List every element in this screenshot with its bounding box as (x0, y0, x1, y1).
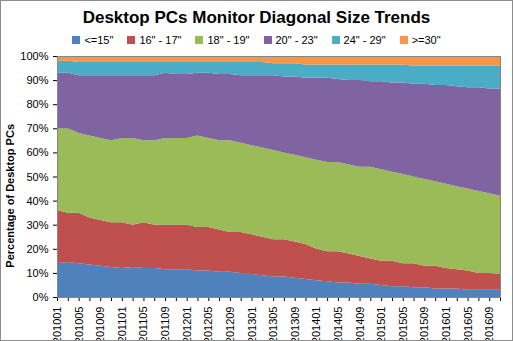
svg-text:0%: 0% (33, 291, 49, 303)
svg-text:201509: 201509 (418, 307, 430, 341)
svg-text:201605: 201605 (462, 307, 474, 341)
svg-text:201101: 201101 (116, 307, 128, 341)
html-text:<=15": <=15" (84, 34, 114, 46)
svg-text:201205: 201205 (202, 307, 214, 341)
svg-text:201209: 201209 (224, 307, 236, 341)
svg-text:201609: 201609 (483, 307, 495, 341)
svg-text:201409: 201409 (354, 307, 366, 341)
html-text:16" - 17": 16" - 17" (139, 34, 182, 46)
html-text:>=30": >=30" (411, 34, 441, 46)
svg-text:30%: 30% (26, 219, 48, 231)
svg-text:40%: 40% (26, 195, 48, 207)
html-text:18" - 19": 18" - 19" (207, 34, 250, 46)
svg-text:201309: 201309 (289, 307, 301, 341)
svg-text:201201: 201201 (181, 307, 193, 341)
svg-text:60%: 60% (26, 146, 48, 158)
svg-text:201009: 201009 (94, 307, 106, 341)
svg-text:201001: 201001 (51, 307, 63, 341)
html-text:Percentage of Desktop PCs: Percentage of Desktop PCs (4, 123, 16, 268)
svg-text:201501: 201501 (375, 307, 387, 341)
svg-text:90%: 90% (26, 74, 48, 86)
svg-text:201401: 201401 (310, 307, 322, 341)
svg-text:201405: 201405 (332, 307, 344, 341)
svg-text:201305: 201305 (267, 307, 279, 341)
svg-text:100%: 100% (20, 50, 48, 62)
svg-text:70%: 70% (26, 122, 48, 134)
html-text:24" - 29": 24" - 29" (343, 34, 386, 46)
svg-text:201109: 201109 (159, 307, 171, 341)
svg-text:80%: 80% (26, 98, 48, 110)
svg-text:201105: 201105 (137, 307, 149, 341)
svg-text:201005: 201005 (73, 307, 85, 341)
svg-text:201601: 201601 (440, 307, 452, 341)
svg-text:10%: 10% (26, 267, 48, 279)
svg-text:50%: 50% (26, 171, 48, 183)
svg-text:201505: 201505 (397, 307, 409, 341)
svg-text:20%: 20% (26, 243, 48, 255)
html-text:20" - 23": 20" - 23" (275, 34, 318, 46)
html-text:Desktop PCs Monitor Diagonal S: Desktop PCs Monitor Diagonal Size Trends (82, 8, 431, 27)
svg-text:201301: 201301 (246, 307, 258, 341)
